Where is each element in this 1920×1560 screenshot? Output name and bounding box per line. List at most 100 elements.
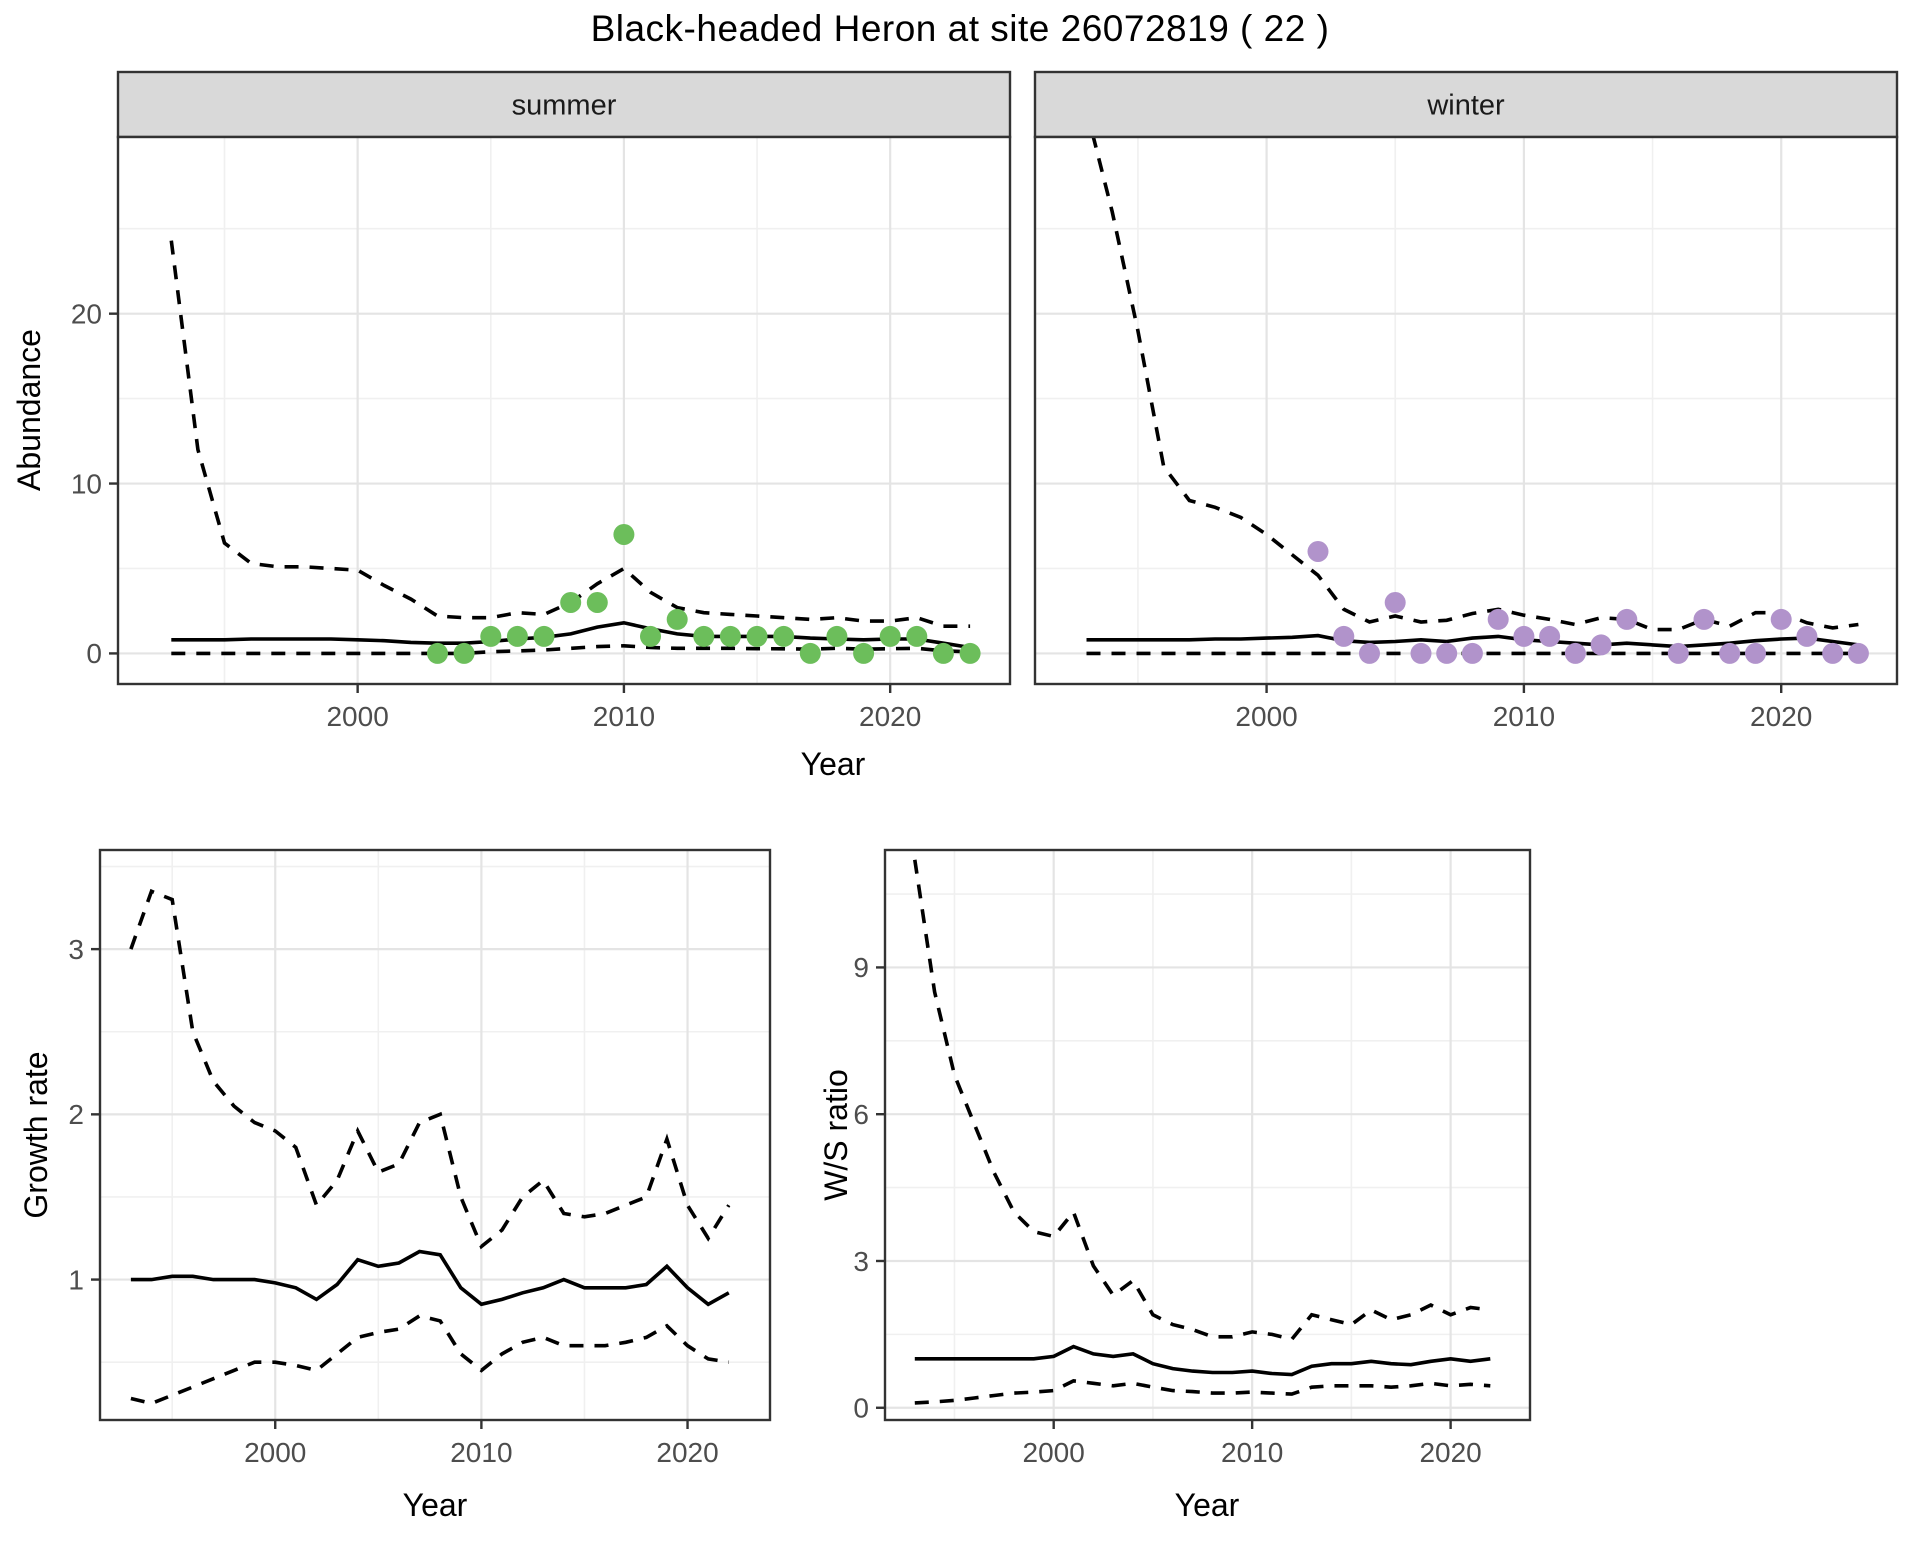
observation-point (533, 625, 555, 647)
observation-point (1822, 642, 1844, 664)
observation-point (1667, 642, 1689, 664)
facet-strip-label: summer (512, 90, 617, 122)
observation-point (480, 625, 502, 647)
y-tick-label: 0 (853, 1393, 869, 1424)
observation-point (1513, 625, 1535, 647)
observation-point (506, 625, 528, 647)
observation-point (1693, 608, 1715, 630)
x-tick-label: 2020 (656, 1437, 718, 1468)
facet-strip-summer: summer (116, 70, 1012, 139)
observation-point (1410, 642, 1432, 664)
x-tick-label: 2020 (1419, 1437, 1481, 1468)
upper_ci-line (913, 859, 1491, 1342)
facet-strip-box (1033, 70, 1899, 139)
observation-point (613, 524, 635, 545)
observation-point (666, 608, 688, 630)
x-axis-title-growth: Year (403, 1487, 468, 1523)
observation-point (1461, 642, 1483, 664)
panel-background (885, 850, 1530, 1420)
observation-point (453, 642, 475, 664)
observation-point (1359, 642, 1380, 664)
observation-point (1539, 625, 1561, 647)
chart-title: Black-headed Heron at site 26072819 ( 22… (590, 8, 1330, 49)
observation-point (1384, 592, 1406, 613)
x-tick-label: 2010 (1493, 701, 1555, 732)
upper_ci-line (1091, 137, 1859, 632)
median-line (914, 1344, 1491, 1377)
observation-point (1745, 642, 1766, 664)
x-axis-title-ratio: Year (1175, 1487, 1240, 1523)
y-axis-title-abundance: Abundance (11, 329, 47, 491)
panel-border (98, 848, 772, 1422)
observation-point (932, 642, 954, 664)
panel-border (1033, 135, 1899, 686)
observation-point (1847, 642, 1869, 664)
observation-point (427, 642, 448, 664)
x-tick-label: 2010 (593, 701, 655, 732)
observation-point (1770, 608, 1792, 630)
lower_ci-line (171, 643, 971, 656)
panel-ratio: 2000 2010 2020 0 3 6 9 (853, 848, 1532, 1468)
panel-summer: 2000 2010 2020 0 10 20 (71, 135, 1012, 732)
x-tick-label: 2000 (326, 701, 388, 732)
x-tick-label: 2000 (1023, 1437, 1085, 1468)
observation-point (1796, 625, 1818, 647)
lower_ci-line (130, 1313, 730, 1406)
facet-strip-label: winter (1426, 90, 1505, 122)
observation-point (773, 625, 795, 647)
observation-point (746, 625, 768, 647)
x-tick-label: 2010 (1221, 1437, 1283, 1468)
observation-point (906, 625, 928, 647)
observation-point (1333, 625, 1355, 647)
panel-series (129, 888, 731, 1406)
y-tick-label: 1 (68, 1264, 84, 1295)
lower_ci-line (914, 1379, 1491, 1405)
panel-winter: 2000 2010 2020 (1033, 135, 1899, 732)
observation-point (586, 592, 608, 613)
facet-strip-winter: winter (1033, 70, 1899, 139)
observation-point (1436, 642, 1458, 664)
x-axis-title-abundance: Year (801, 746, 866, 782)
facet-strip-box (116, 70, 1012, 139)
observation-point (1564, 642, 1586, 664)
observation-point (799, 642, 821, 664)
observation-point (879, 625, 901, 647)
observation-point (1590, 634, 1612, 656)
panel-growth: 2000 2010 2020 1 2 3 (68, 848, 772, 1468)
observation-point (560, 592, 582, 613)
panel-border (116, 135, 1012, 686)
y-tick-label: 6 (853, 1099, 869, 1130)
upper_ci-line (129, 888, 731, 1250)
panel-series (1086, 137, 1869, 664)
y-tick-label: 0 (86, 638, 102, 669)
y-tick-label: 2 (68, 1099, 84, 1130)
x-tick-label: 2000 (244, 1437, 306, 1468)
y-axis-title-growth: Growth rate (18, 1051, 54, 1218)
y-tick-label: 3 (853, 1246, 869, 1277)
x-tick-label: 2020 (859, 701, 921, 732)
panel-series (169, 240, 981, 664)
observation-point (640, 625, 661, 647)
median-line (130, 1249, 730, 1307)
panel-background (1035, 137, 1897, 684)
observation-point (719, 625, 741, 647)
panel-series (913, 859, 1491, 1405)
observation-point (853, 642, 875, 664)
observation-point (693, 625, 715, 647)
x-tick-label: 2010 (450, 1437, 512, 1468)
observation-point (1487, 608, 1509, 630)
x-tick-label: 2020 (1750, 701, 1812, 732)
y-tick-label: 3 (68, 934, 84, 965)
y-tick-label: 10 (71, 468, 102, 499)
observation-point (1307, 541, 1329, 562)
observation-point (959, 642, 981, 664)
y-axis-title-ratio: W/S ratio (818, 1069, 854, 1201)
observation-point (1719, 642, 1741, 664)
panel-background (100, 850, 770, 1420)
y-tick-label: 20 (71, 298, 102, 329)
x-tick-label: 2000 (1235, 701, 1297, 732)
y-tick-label: 9 (853, 952, 869, 983)
observation-point (1616, 608, 1638, 630)
panel-border (883, 848, 1532, 1422)
